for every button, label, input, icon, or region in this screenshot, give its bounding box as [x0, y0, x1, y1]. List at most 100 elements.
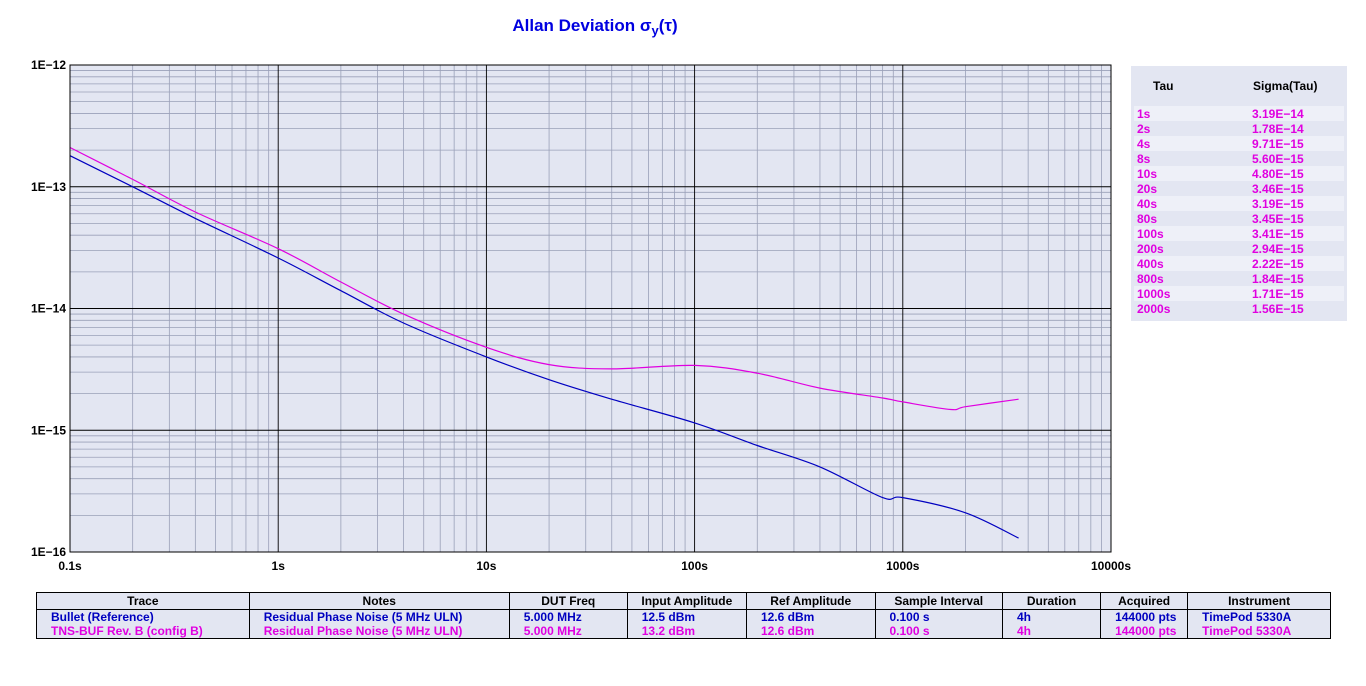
tau-table-rows: 1s 3.19E−14 2s 1.78E−14 4s 9.71E−15 8s 5.60E−15…: [1131, 106, 1347, 316]
x-tick-label: 1000s: [886, 559, 920, 573]
tau-value: 40s: [1137, 196, 1158, 211]
sigma-value: 3.19E−15: [1252, 196, 1304, 211]
info-cell: TimePod 5330A: [1187, 609, 1331, 624]
tau-value: 20s: [1137, 181, 1158, 196]
x-tick-label: 1s: [272, 559, 286, 573]
tau-row: 1s 3.19E−14: [1134, 106, 1344, 121]
info-header-cell: Sample Interval: [874, 592, 1003, 610]
allan-deviation-chart: 0.1s 1s 10s 100s 1000s 10000s 1E−12 1E−13 1E−14 1…: [31, 58, 1131, 573]
info-cell: Residual Phase Noise (5 MHz ULN): [248, 624, 510, 639]
tau-value: 1s: [1137, 106, 1151, 121]
tau-value: 2s: [1137, 121, 1151, 136]
tau-table-header: Tau Sigma(Tau): [1131, 66, 1347, 106]
sigma-value: 1.56E−15: [1252, 301, 1304, 316]
sigma-value: 3.46E−15: [1252, 181, 1304, 196]
series-line-1: [69, 146, 1019, 411]
info-cell: 4h: [1001, 609, 1102, 624]
info-cell: 0.100 s: [874, 609, 1003, 624]
tau-value: 1000s: [1137, 286, 1171, 301]
series-layer: [69, 146, 1019, 539]
sigma-header: Sigma(Tau): [1253, 79, 1318, 93]
info-cell: 13.2 dBm: [626, 624, 747, 639]
tau-row: 200s 2.94E−15: [1134, 241, 1344, 256]
info-cell: 0.100 s: [874, 624, 1003, 639]
tau-row: 4s 9.71E−15: [1134, 136, 1344, 151]
info-cell: Residual Phase Noise (5 MHz ULN): [248, 609, 510, 624]
info-cell: 12.6 dBm: [745, 624, 876, 639]
x-tick-label: 100s: [681, 559, 708, 573]
info-cell: 144000 pts: [1100, 609, 1189, 624]
y-tick-label: 1E−15: [31, 423, 66, 437]
tick-labels: 0.1s 1s 10s 100s 1000s 10000s 1E−12 1E−13 1E−14 1…: [31, 58, 1131, 573]
info-row: Bullet (Reference) Residual Phase Noise (…: [36, 609, 1331, 624]
sigma-value: 1.71E−15: [1252, 286, 1304, 301]
info-header-cell: Input Amplitude: [626, 592, 747, 610]
x-tick-label: 10s: [476, 559, 496, 573]
sigma-value: 9.71E−15: [1252, 136, 1304, 151]
info-cell: 5.000 MHz: [508, 624, 628, 639]
tau-row: 40s 3.19E−15: [1134, 196, 1344, 211]
y-tick-label: 1E−16: [31, 545, 66, 559]
sigma-value: 3.41E−15: [1252, 226, 1304, 241]
x-tick-label: 0.1s: [58, 559, 82, 573]
info-row: TNS-BUF Rev. B (config B) Residual Phase …: [36, 624, 1331, 639]
tau-value: 800s: [1137, 271, 1164, 286]
tau-value: 2000s: [1137, 301, 1171, 316]
x-tick-label: 10000s: [1091, 559, 1131, 573]
tau-header: Tau: [1153, 79, 1174, 93]
tau-value: 10s: [1137, 166, 1158, 181]
chart-title-suffix: (τ): [658, 16, 678, 35]
info-header-cell: Trace: [36, 592, 250, 610]
tau-row: 2000s 1.56E−15: [1134, 301, 1344, 316]
tau-row: 80s 3.45E−15: [1134, 211, 1344, 226]
tau-value: 100s: [1137, 226, 1164, 241]
info-header-cell: Duration: [1001, 592, 1102, 610]
y-tick-label: 1E−13: [31, 180, 66, 194]
tau-value: 4s: [1137, 136, 1151, 151]
tau-value: 400s: [1137, 256, 1164, 271]
chart-title-main: Allan Deviation σ: [512, 16, 652, 35]
chart-title-subscript: y: [651, 23, 659, 38]
info-cell: 144000 pts: [1100, 624, 1189, 639]
info-header-cell: Instrument: [1187, 592, 1331, 610]
info-cell: TNS-BUF Rev. B (config B): [36, 624, 250, 639]
tau-row: 2s 1.78E−14: [1134, 121, 1344, 136]
tau-value: 80s: [1137, 211, 1158, 226]
sigma-value: 2.22E−15: [1252, 256, 1304, 271]
info-table-header: Trace Notes DUT Freq Input Amplitude Ref Amp…: [36, 592, 1331, 610]
tau-row: 400s 2.22E−15: [1134, 256, 1344, 271]
trace-info-table: Trace Notes DUT Freq Input Amplitude Ref Amp…: [36, 592, 1331, 639]
info-cell: TimePod 5330A: [1187, 624, 1331, 639]
info-cell: 12.6 dBm: [745, 609, 876, 624]
info-header-cell: DUT Freq: [508, 592, 628, 610]
series-line-0: [69, 155, 1019, 539]
tau-sigma-table: Tau Sigma(Tau) 1s 3.19E−14 2s 1.78E−14 4s 9.7…: [1131, 66, 1347, 321]
tau-value: 200s: [1137, 241, 1164, 256]
tau-row: 10s 4.80E−15: [1134, 166, 1344, 181]
info-header-cell: Acquired: [1100, 592, 1189, 610]
info-cell: 12.5 dBm: [626, 609, 747, 624]
tau-row: 800s 1.84E−15: [1134, 271, 1344, 286]
info-cell: 5.000 MHz: [508, 609, 628, 624]
sigma-value: 1.78E−14: [1252, 121, 1304, 136]
chart-title: Allan Deviation σy(τ): [0, 16, 1190, 38]
sigma-value: 4.80E−15: [1252, 166, 1304, 181]
info-table-body: Bullet (Reference) Residual Phase Noise (…: [36, 609, 1331, 639]
plot-frame: [69, 64, 1112, 553]
sigma-value: 3.19E−14: [1252, 106, 1304, 121]
sigma-value: 2.94E−15: [1252, 241, 1304, 256]
info-header-cell: Ref Amplitude: [745, 592, 876, 610]
tau-row: 1000s 1.71E−15: [1134, 286, 1344, 301]
y-tick-label: 1E−12: [31, 58, 66, 72]
info-cell: Bullet (Reference): [36, 609, 250, 624]
info-header-cell: Notes: [248, 592, 510, 610]
tau-value: 8s: [1137, 151, 1151, 166]
sigma-value: 3.45E−15: [1252, 211, 1304, 226]
tau-row: 20s 3.46E−15: [1134, 181, 1344, 196]
sigma-value: 5.60E−15: [1252, 151, 1304, 166]
tau-row: 8s 5.60E−15: [1134, 151, 1344, 166]
y-tick-label: 1E−14: [31, 302, 66, 316]
sigma-value: 1.84E−15: [1252, 271, 1304, 286]
info-cell: 4h: [1001, 624, 1102, 639]
tau-row: 100s 3.41E−15: [1134, 226, 1344, 241]
